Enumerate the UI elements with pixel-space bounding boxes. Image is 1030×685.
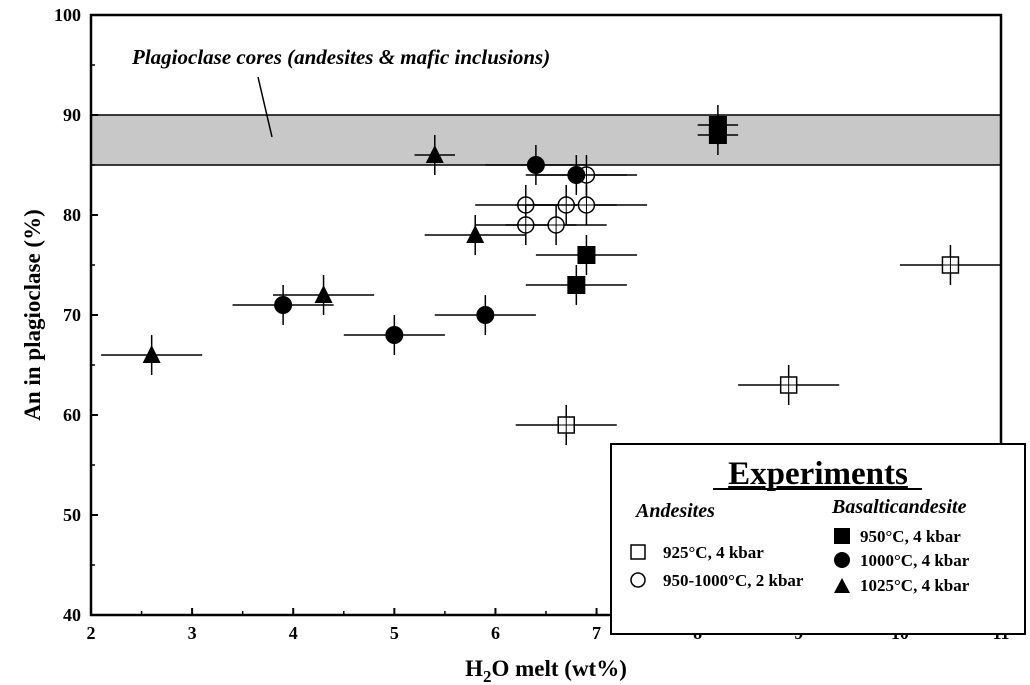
marker-filled-square (708, 126, 727, 144)
band-label: Plagioclase cores (andesites & mafic inc… (131, 45, 550, 69)
legend-marker-open-circle (630, 572, 646, 588)
y-tick-label: 60 (63, 405, 81, 425)
y-tick-label: 40 (63, 605, 81, 625)
x-tick-label: 6 (491, 623, 500, 643)
marker-filled-triangle (314, 285, 333, 303)
legend-label-1025c: 1025°C, 4 kbar (860, 576, 970, 595)
y-axis-title: An in plagioclase (%) (20, 209, 45, 420)
legend-label-925c: 925°C, 4 kbar (663, 543, 764, 562)
x-tick-label: 3 (188, 623, 197, 643)
x-axis-title: H2O melt (wt%) (465, 656, 627, 685)
y-tick-label: 100 (54, 5, 81, 25)
y-tick-label: 50 (63, 505, 81, 525)
legend-group-andesites: Andesites (634, 500, 715, 522)
legend-title: Experiments (728, 456, 908, 492)
y-tick-label: 90 (63, 105, 81, 125)
x-tick-label: 5 (390, 623, 399, 643)
legend-marker-open-square (630, 544, 646, 560)
legend-box (610, 443, 1026, 635)
marker-filled-triangle (425, 145, 444, 163)
marker-filled-triangle (466, 225, 485, 243)
x-tick-label: 4 (289, 623, 298, 643)
marker-filled-circle (274, 296, 293, 314)
marker-filled-square (577, 246, 596, 264)
marker-filled-circle (526, 156, 545, 174)
legend-label-950-1000c: 950-1000°C, 2 kbar (663, 571, 804, 590)
marker-filled-circle (567, 166, 586, 184)
legend-label-950c: 950°C, 4 kbar (860, 527, 961, 546)
x-tick-label: 2 (87, 623, 96, 643)
legend-marker-filled-square (834, 528, 850, 544)
y-tick-label: 70 (63, 305, 81, 325)
plagioclase-core-band (90, 114, 1002, 166)
x-tick-label: 7 (592, 623, 601, 643)
legend-group-basalticandesite: Basalticandesite (831, 496, 967, 518)
marker-filled-square (567, 276, 586, 294)
legend-marker-filled-circle (834, 552, 850, 568)
legend-marker-filled-triangle (834, 578, 850, 593)
legend-label-1000c: 1000°C, 4 kbar (860, 551, 970, 570)
data-points (101, 105, 1001, 445)
y-tick-label: 80 (63, 205, 81, 225)
marker-filled-circle (476, 306, 495, 324)
band-label-pointer (257, 76, 273, 138)
marker-filled-circle (385, 326, 404, 344)
marker-filled-triangle (142, 345, 161, 363)
legend: Experiments Andesites Basalticandesite 9… (610, 443, 1026, 635)
